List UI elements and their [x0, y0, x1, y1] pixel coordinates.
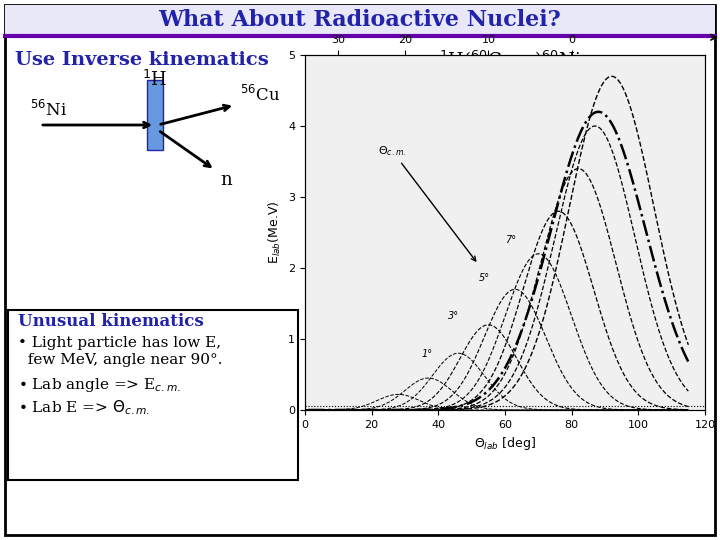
- X-axis label: $\Theta_{lab}$ [deg]: $\Theta_{lab}$ [deg]: [474, 435, 536, 453]
- Text: $\Theta_{c.m.}$: $\Theta_{c.m.}$: [378, 144, 476, 261]
- Text: • Lab E => $\Theta_{c.m.}$: • Lab E => $\Theta_{c.m.}$: [18, 399, 150, 417]
- Text: 7°: 7°: [505, 235, 516, 245]
- Text: • Lab angle => E$_{c.m.}$: • Lab angle => E$_{c.m.}$: [18, 376, 181, 394]
- Text: Use Inverse kinematics: Use Inverse kinematics: [15, 51, 269, 69]
- Text: • Light particle has low E,: • Light particle has low E,: [18, 336, 221, 350]
- Text: $^{1}$H: $^{1}$H: [143, 70, 168, 90]
- Text: 3°: 3°: [449, 311, 459, 321]
- Text: n: n: [220, 171, 232, 189]
- Text: few MeV, angle near 90°.: few MeV, angle near 90°.: [18, 353, 222, 367]
- Bar: [8, 310, 298, 480]
- Text: 1°: 1°: [422, 349, 433, 359]
- Text: $^{1}$H($^{60}$Co, n)$^{60}$Ni: $^{1}$H($^{60}$Co, n)$^{60}$Ni: [438, 49, 581, 71]
- Text: 5°: 5°: [478, 273, 490, 283]
- Text: Unusual kinematics: Unusual kinematics: [18, 314, 204, 330]
- Y-axis label: E$_{lab}$(Me.V): E$_{lab}$(Me.V): [266, 201, 282, 264]
- Bar: [5, 5, 715, 35]
- Text: $^{56}$Ni: $^{56}$Ni: [30, 100, 67, 120]
- Bar: [147, 80, 163, 150]
- Text: $^{56}$Cu: $^{56}$Cu: [240, 85, 280, 105]
- Text: What About Radioactive Nuclei?: What About Radioactive Nuclei?: [158, 9, 562, 31]
